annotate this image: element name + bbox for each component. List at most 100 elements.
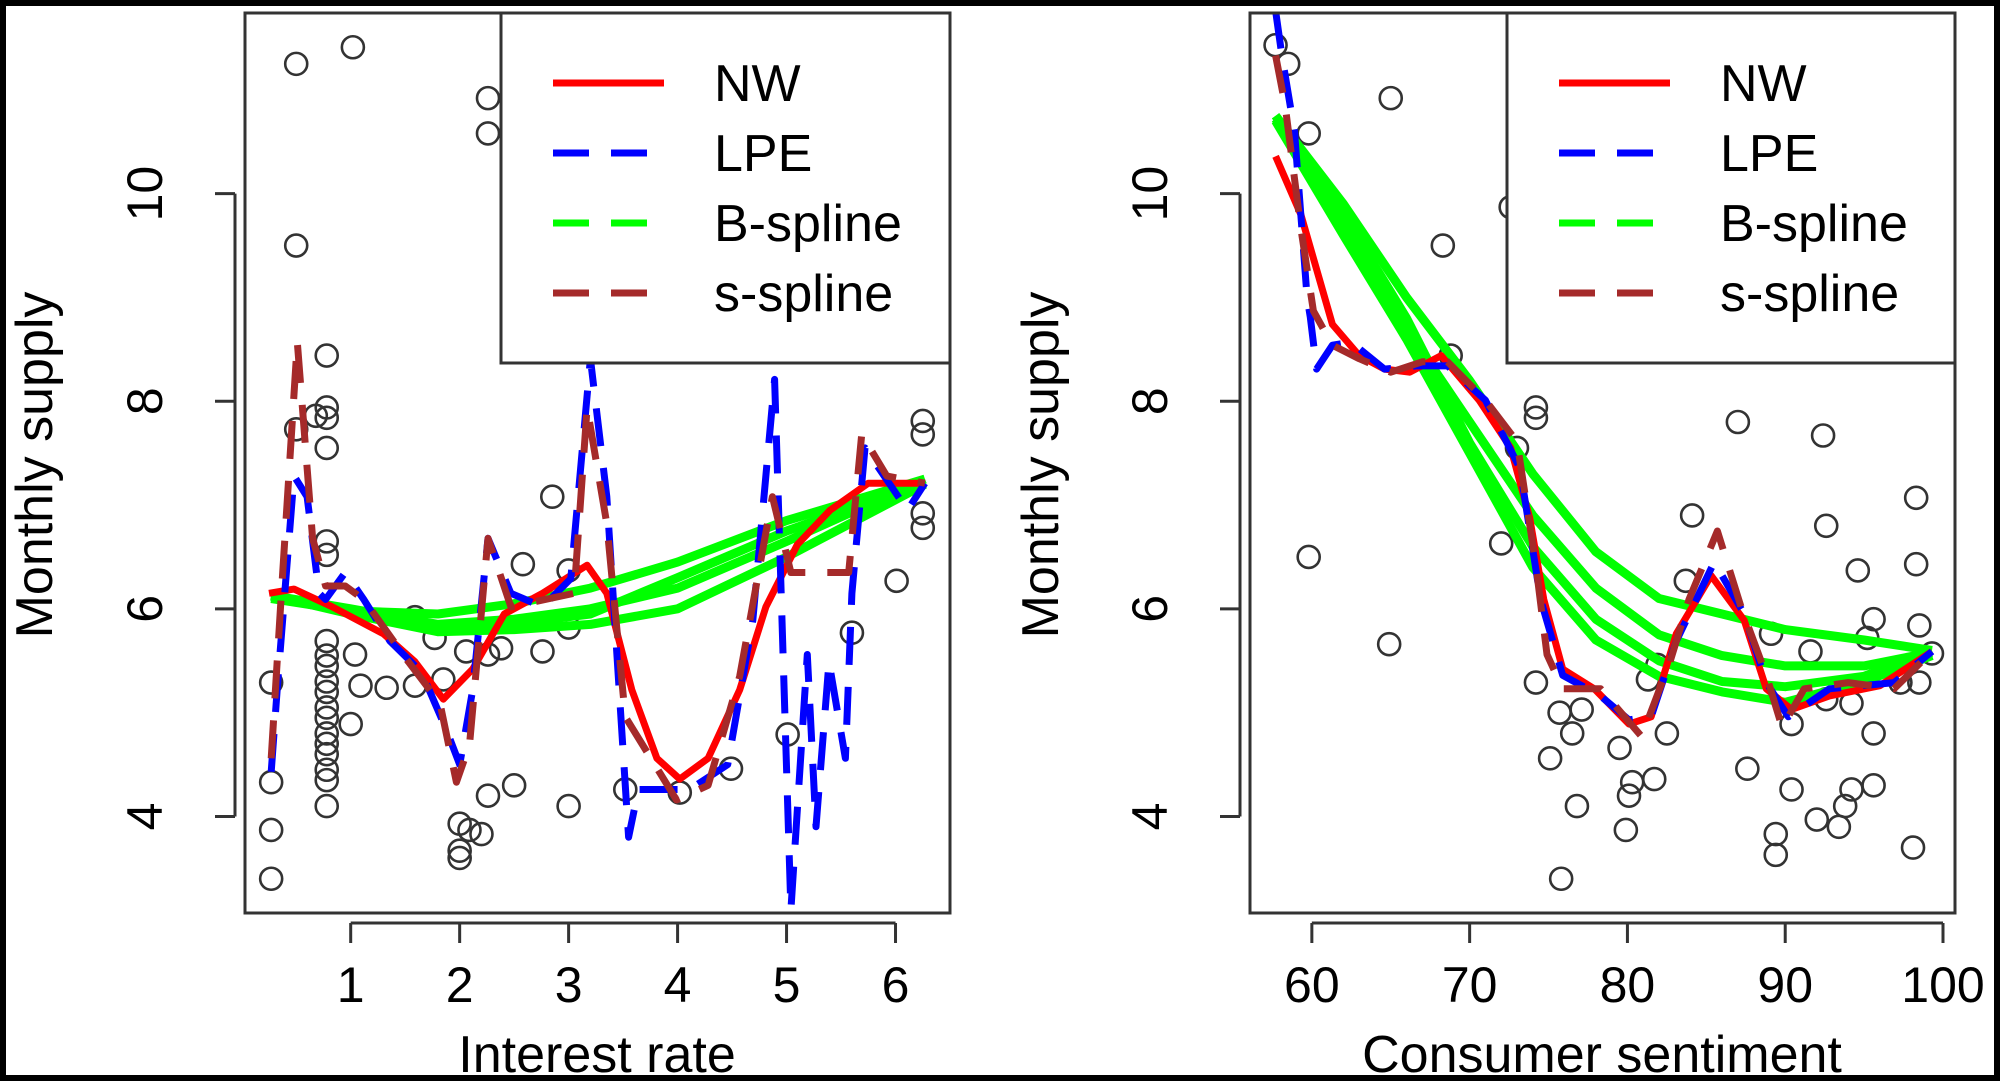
data-point	[314, 679, 340, 705]
data-point	[910, 422, 936, 447]
data-point	[1378, 85, 1404, 111]
data-point	[314, 741, 340, 767]
x-tick-label: 90	[1757, 957, 1813, 1013]
data-point	[283, 233, 309, 258]
curve-bspline	[270, 477, 927, 632]
y-tick-label: 10	[117, 166, 173, 222]
data-point	[1488, 531, 1514, 556]
data-point	[1616, 783, 1642, 808]
y-tick-label: 4	[117, 803, 173, 831]
data-point	[1537, 746, 1563, 771]
x-tick-label: 5	[773, 957, 801, 1013]
data-point	[447, 845, 472, 871]
legend-label: LPE	[1720, 125, 1818, 183]
data-point	[338, 711, 363, 737]
legend-label: NW	[714, 55, 801, 113]
fitted-curves	[1271, 13, 1935, 740]
data-point	[1523, 395, 1549, 420]
y-tick-label: 6	[1122, 595, 1178, 623]
data-point	[1523, 670, 1549, 695]
data-point	[910, 408, 936, 434]
x-tick-label: 6	[882, 957, 910, 1013]
x-tick-label: 2	[446, 957, 474, 1013]
data-point	[1810, 423, 1836, 448]
legend-label: s-spline	[714, 265, 893, 323]
fitted-curves	[267, 338, 928, 913]
data-point	[314, 628, 340, 654]
curve-bspline	[1271, 118, 1934, 707]
data-point	[1735, 756, 1760, 782]
x-tick-label: 4	[664, 957, 692, 1013]
data-point	[314, 767, 340, 793]
curve-bspline	[1271, 116, 1933, 671]
data-point	[314, 695, 340, 720]
data-point	[1845, 558, 1871, 583]
data-point	[314, 653, 340, 679]
data-point	[340, 34, 366, 60]
data-point	[258, 670, 284, 695]
y-axis-label: Monthly supply	[1012, 292, 1070, 639]
curve-sspline	[267, 338, 926, 804]
panel-interest-rate: Interest rate Monthly supply 1 2 3 4 5 6 4 6 8 10…	[6, 11, 952, 1081]
y-tick-label: 4	[1122, 803, 1178, 831]
legend-box	[499, 11, 952, 365]
data-point	[1559, 721, 1585, 746]
data-point	[1613, 817, 1639, 843]
y-tick-label: 8	[1122, 387, 1178, 415]
data-point	[1813, 513, 1839, 539]
data-point	[1903, 485, 1929, 511]
data-point	[1804, 807, 1830, 832]
data-point	[314, 405, 340, 431]
y-tick-label: 6	[117, 595, 173, 623]
data-point	[1679, 503, 1705, 528]
data-point	[910, 501, 936, 526]
data-point	[314, 757, 340, 783]
data-point	[1548, 866, 1574, 892]
y-tick-label: 10	[1122, 166, 1178, 222]
curve-bspline	[1272, 113, 1933, 655]
data-point	[1826, 814, 1852, 840]
y-tick-label: 8	[117, 387, 173, 415]
x-tick-label: 100	[1901, 957, 1984, 1013]
data-point	[475, 85, 501, 111]
y-axis-label: Monthly supply	[6, 292, 64, 639]
data-point	[1564, 793, 1590, 819]
data-point	[1861, 721, 1886, 746]
data-point	[510, 551, 536, 577]
data-point	[314, 793, 340, 819]
x-axis-label: Consumer sentiment	[1362, 1026, 1842, 1081]
x-tick-label: 70	[1442, 957, 1498, 1013]
data-points	[258, 34, 936, 892]
data-point	[314, 435, 340, 461]
data-point	[1725, 409, 1751, 435]
data-point	[488, 635, 514, 661]
curve-bspline	[1271, 113, 1934, 692]
data-point	[314, 731, 340, 757]
data-point	[283, 51, 309, 77]
data-point	[475, 783, 501, 808]
curve-sspline	[1272, 54, 1935, 740]
data-point	[1296, 544, 1321, 570]
data-point	[1376, 631, 1402, 657]
data-point	[1903, 551, 1929, 577]
data-point	[374, 675, 399, 701]
data-point	[342, 642, 368, 667]
x-tick-label: 60	[1284, 957, 1340, 1013]
data-point	[884, 568, 909, 594]
legend-label: B-spline	[1720, 195, 1908, 253]
data-point	[348, 673, 373, 698]
data-point	[258, 866, 284, 892]
data-point	[1779, 777, 1804, 802]
legend-label: s-spline	[1720, 265, 1899, 323]
x-tick-label: 3	[555, 957, 583, 1013]
legend: NW LPE B-spline s-spline	[499, 11, 952, 365]
data-point	[539, 484, 565, 510]
legend: NW LPE B-spline s-spline	[1505, 11, 1957, 365]
data-point	[314, 643, 340, 668]
data-point	[475, 121, 501, 146]
data-point	[1907, 613, 1932, 638]
data-point	[457, 817, 482, 843]
data-point	[1654, 721, 1680, 746]
curve-lpe	[1272, 13, 1935, 724]
